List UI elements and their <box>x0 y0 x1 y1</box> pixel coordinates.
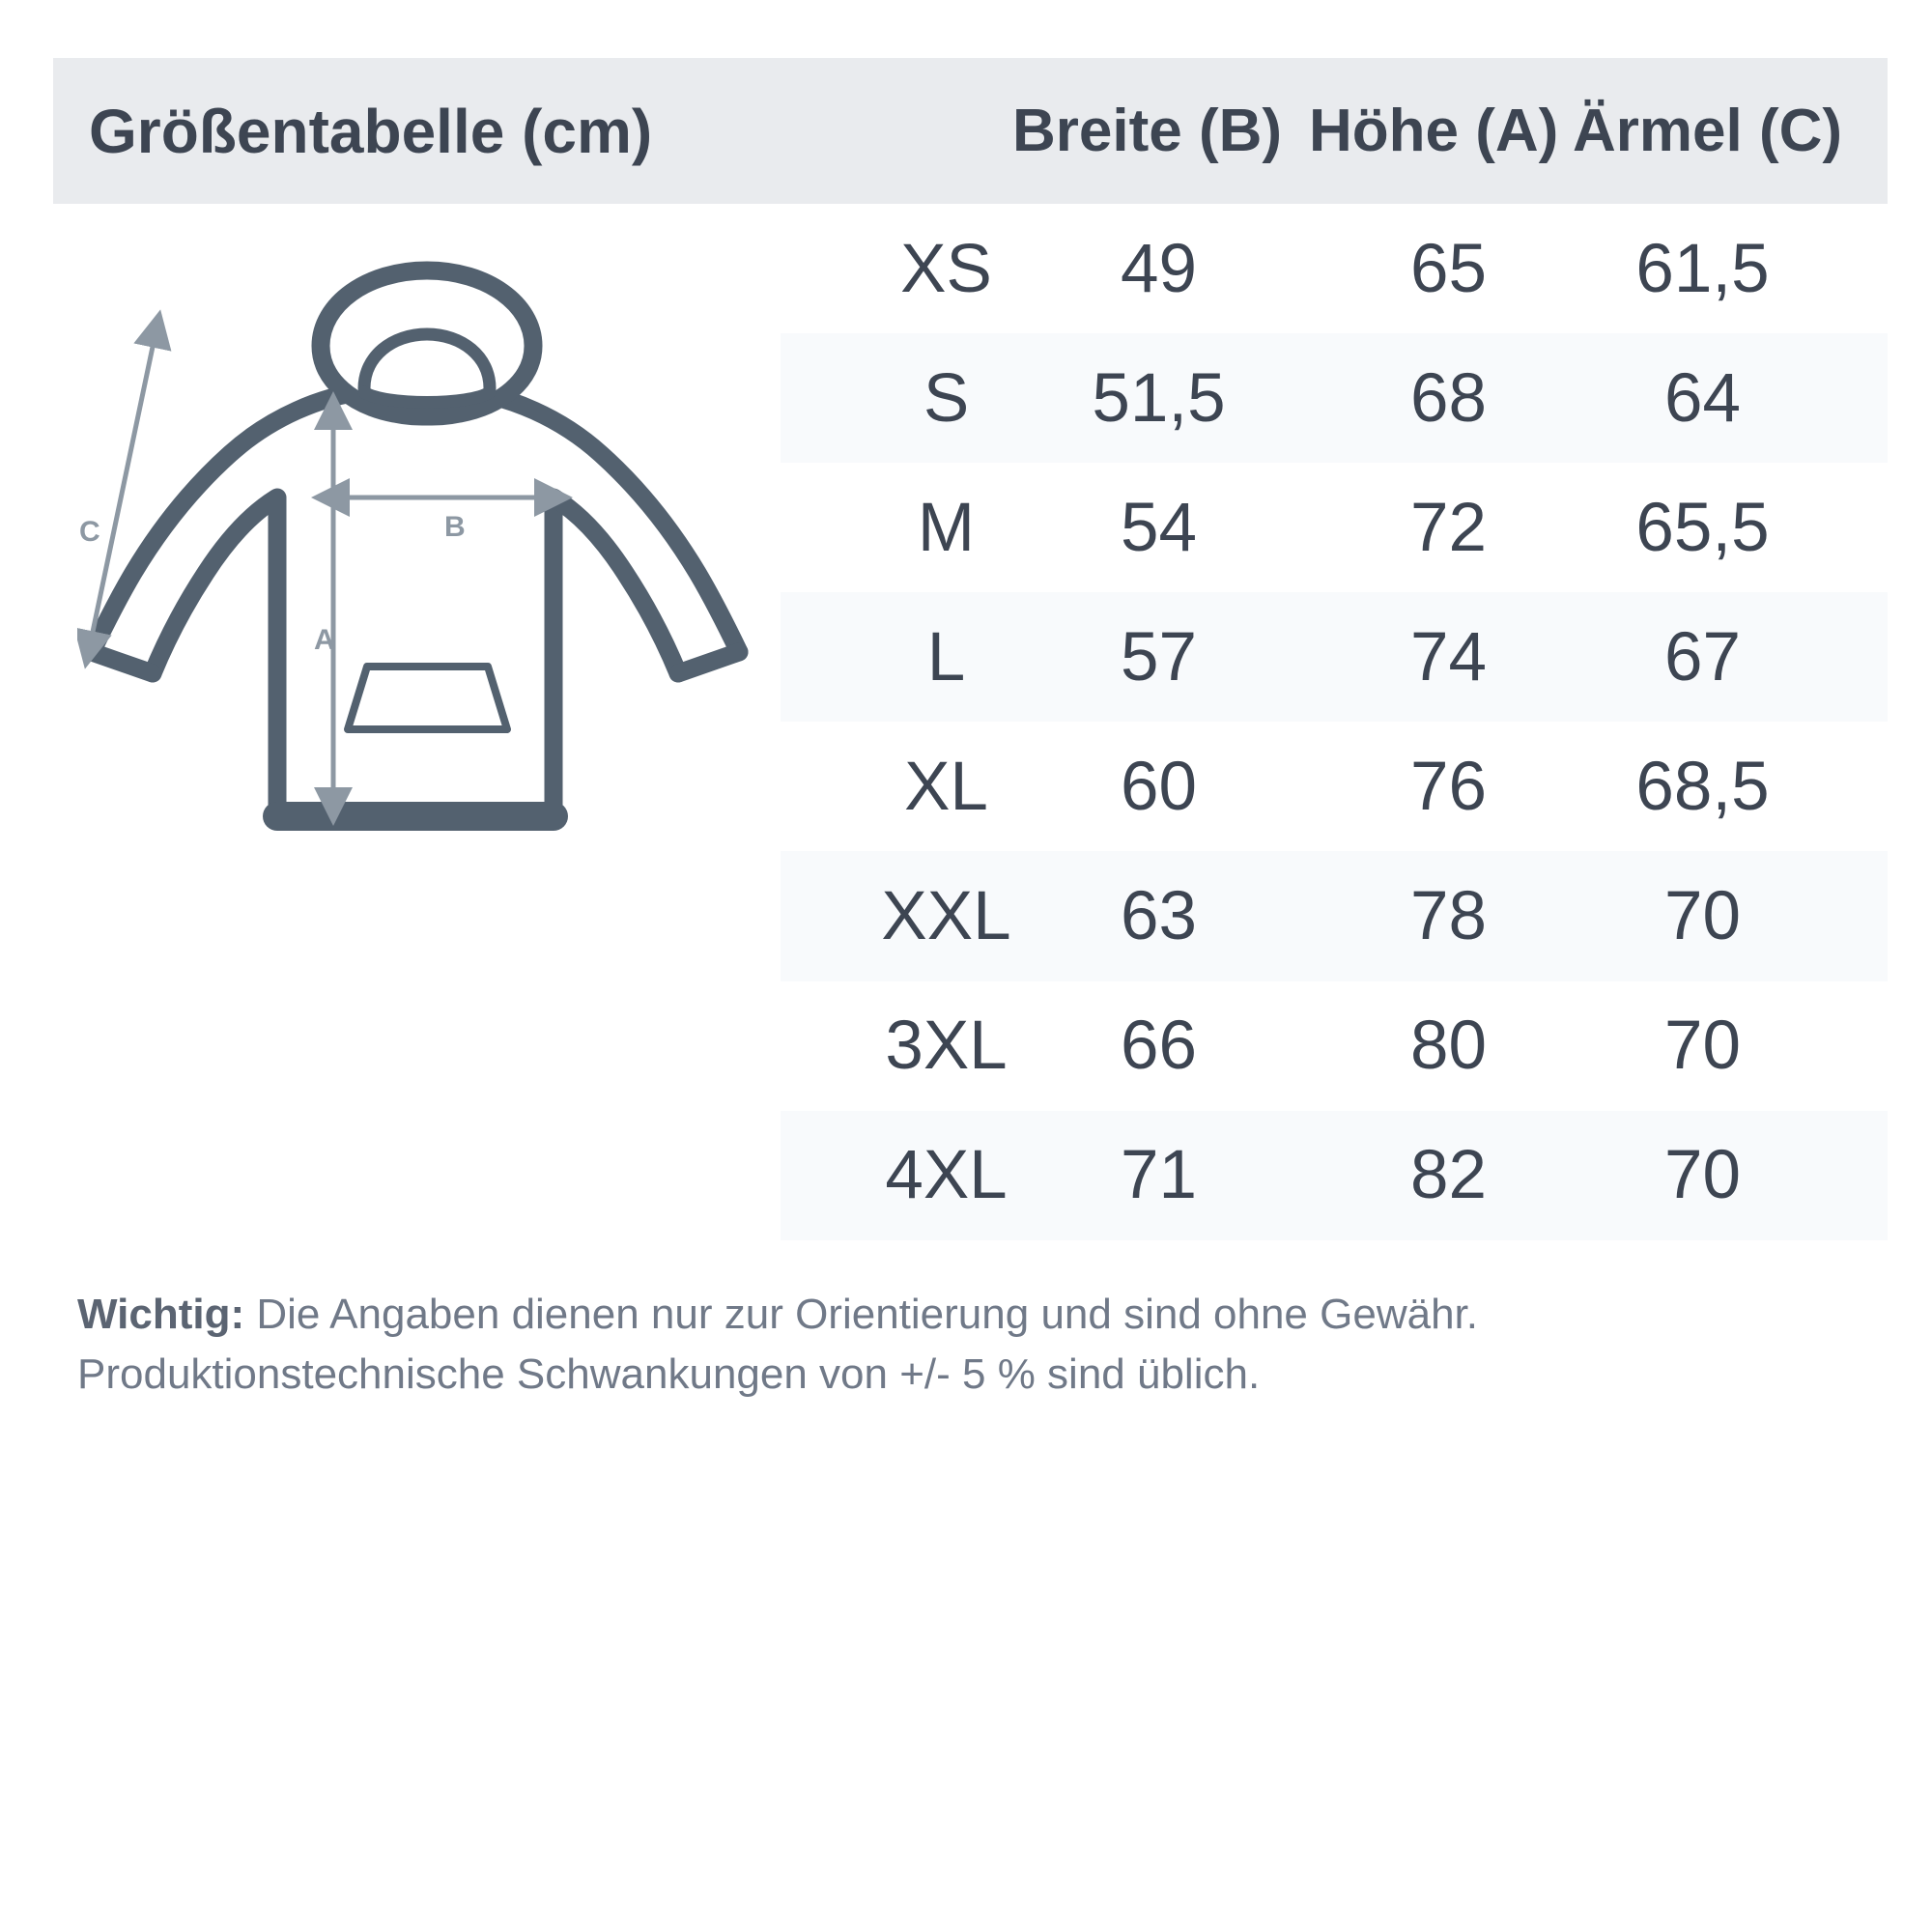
svg-text:A: A <box>314 624 335 656</box>
svg-text:B: B <box>444 511 466 543</box>
svg-text:C: C <box>79 516 100 548</box>
